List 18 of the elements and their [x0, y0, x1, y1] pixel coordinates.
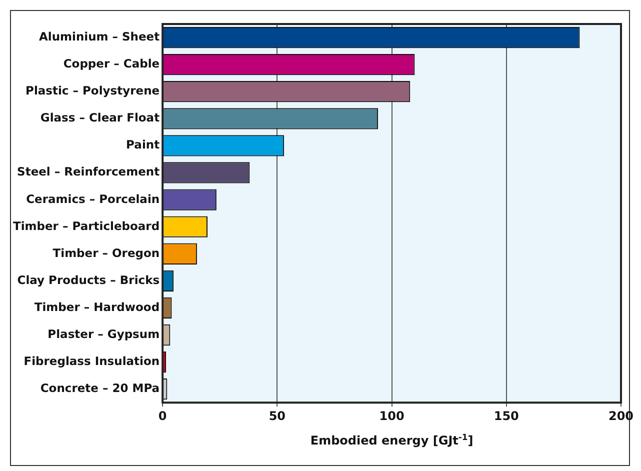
y-tick-label: Plastic – Polystyrene — [26, 84, 160, 98]
y-tick-label: Steel – Reinforcement — [17, 164, 160, 179]
y-tick-label: Plaster – Gypsum — [48, 326, 160, 341]
y-tick-label: Timber – Hardwood — [34, 300, 160, 314]
y-tick-label: Aluminium – Sheet — [38, 30, 160, 44]
x-tick-label: 150 — [494, 408, 519, 423]
y-tick-label: Copper – Cable — [63, 56, 160, 71]
x-tick-label: 50 — [268, 408, 286, 423]
x-tick-label: 0 — [158, 408, 167, 423]
y-tick-label: Fibreglass Insulation — [24, 354, 160, 368]
y-tick-label: Glass – Clear Float — [40, 110, 160, 125]
y-tick-label: Concrete – 20 MPa — [40, 381, 160, 396]
y-tick-label: Clay Products – Bricks — [17, 272, 160, 287]
y-tick-label: Ceramics – Porcelain — [26, 192, 160, 206]
x-tick-label: 100 — [379, 408, 404, 423]
y-tick-label: Paint — [126, 138, 160, 152]
y-tick-label: Timber – Oregon — [52, 246, 160, 260]
y-tick-label: Timber – Particleboard — [12, 218, 160, 233]
